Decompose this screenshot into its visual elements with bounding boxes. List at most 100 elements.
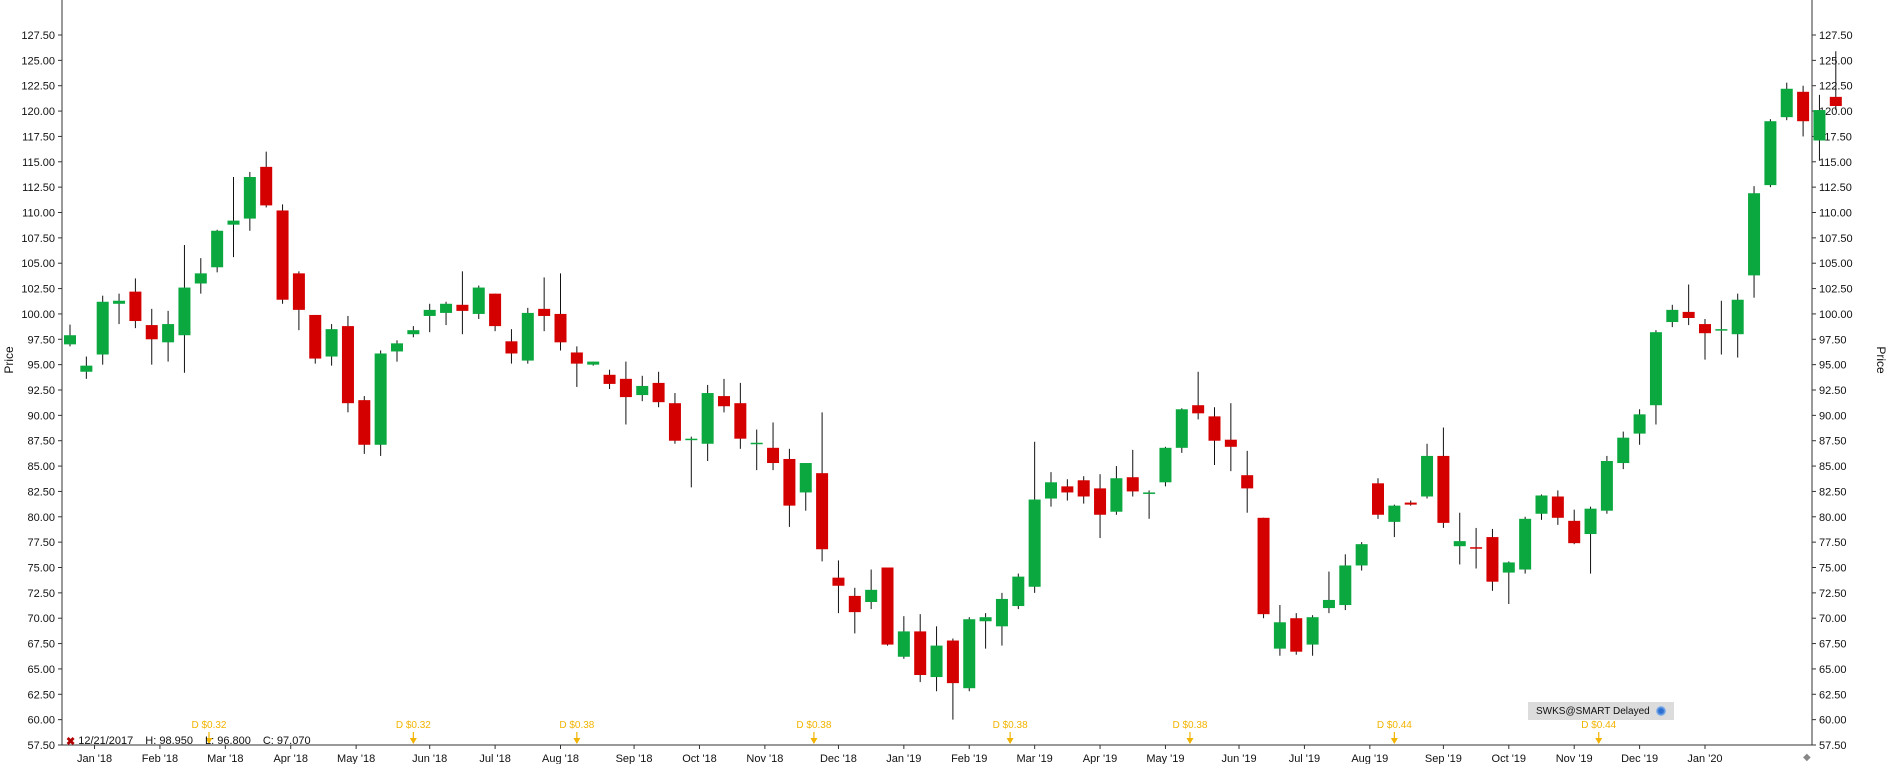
- candle-down[interactable]: [358, 400, 371, 445]
- candle-up[interactable]: [1731, 299, 1744, 335]
- candle-down[interactable]: [881, 567, 894, 645]
- candle-up[interactable]: [325, 329, 338, 357]
- candle-down[interactable]: [1797, 91, 1810, 122]
- candle-down[interactable]: [1568, 520, 1581, 544]
- candle-down[interactable]: [832, 577, 845, 586]
- candle-up[interactable]: [162, 324, 175, 343]
- candle-down[interactable]: [1192, 405, 1205, 414]
- candle-down[interactable]: [570, 352, 583, 364]
- candle-down[interactable]: [260, 166, 273, 206]
- candle-down[interactable]: [718, 396, 730, 407]
- candle-up[interactable]: [1584, 508, 1597, 535]
- candle-up[interactable]: [407, 330, 420, 335]
- candle-down[interactable]: [276, 210, 289, 300]
- candle-up[interactable]: [1633, 414, 1646, 434]
- candle-up[interactable]: [211, 230, 224, 268]
- candle-down[interactable]: [1208, 416, 1221, 441]
- candle-down[interactable]: [1077, 480, 1090, 497]
- candle-up[interactable]: [1306, 617, 1319, 645]
- candle-down[interactable]: [1699, 324, 1711, 334]
- candle-up[interactable]: [521, 312, 534, 361]
- candle-down[interactable]: [1486, 537, 1499, 582]
- candle-up[interactable]: [865, 589, 878, 602]
- candle-up[interactable]: [423, 309, 436, 316]
- candle-up[interactable]: [1028, 499, 1041, 587]
- candle-up[interactable]: [1502, 562, 1515, 573]
- candle-up[interactable]: [963, 619, 976, 689]
- candle-up[interactable]: [930, 645, 943, 678]
- candle-up[interactable]: [1780, 88, 1793, 118]
- candle-up[interactable]: [995, 598, 1008, 627]
- candle-up[interactable]: [1175, 409, 1188, 448]
- candle-down[interactable]: [848, 595, 861, 613]
- candle-up[interactable]: [96, 301, 109, 355]
- candle-down[interactable]: [309, 314, 322, 359]
- candle-down[interactable]: [668, 403, 681, 441]
- candle-up[interactable]: [472, 287, 485, 314]
- candle-down[interactable]: [292, 273, 305, 310]
- expand-icon[interactable]: ◆: [1803, 752, 1811, 763]
- candle-up[interactable]: [1045, 482, 1057, 499]
- candle-up[interactable]: [979, 617, 992, 622]
- candle-up[interactable]: [64, 335, 76, 345]
- candle-up[interactable]: [374, 353, 387, 445]
- candle-up[interactable]: [178, 287, 191, 336]
- candle-down[interactable]: [1682, 311, 1695, 318]
- candle-down[interactable]: [1437, 455, 1450, 523]
- close-icon[interactable]: ✖: [66, 735, 76, 748]
- candle-down[interactable]: [1404, 502, 1417, 505]
- candle-up[interactable]: [80, 365, 93, 372]
- candle-down[interactable]: [1094, 488, 1107, 515]
- candle-up[interactable]: [897, 631, 910, 657]
- candle-down[interactable]: [145, 325, 158, 340]
- candle-up[interactable]: [587, 361, 600, 365]
- candle-up[interactable]: [799, 463, 812, 493]
- candle-up[interactable]: [1715, 329, 1728, 331]
- candle-down[interactable]: [489, 293, 502, 327]
- candle-down[interactable]: [1061, 486, 1074, 493]
- candle-down[interactable]: [816, 473, 829, 550]
- candle-up[interactable]: [1110, 478, 1123, 512]
- candle-up[interactable]: [685, 438, 698, 441]
- candle-down[interactable]: [341, 326, 354, 404]
- candle-up[interactable]: [1159, 447, 1172, 483]
- candle-up[interactable]: [1355, 544, 1368, 566]
- candle-down[interactable]: [914, 631, 927, 676]
- candle-up[interactable]: [1748, 193, 1761, 276]
- candle-down[interactable]: [1126, 477, 1139, 492]
- candle-down[interactable]: [1829, 96, 1842, 106]
- candle-up[interactable]: [1813, 110, 1826, 141]
- candle-up[interactable]: [1617, 437, 1630, 464]
- candle-up[interactable]: [1649, 332, 1662, 406]
- candle-up[interactable]: [1666, 309, 1679, 323]
- settings-icon[interactable]: [1655, 706, 1666, 716]
- candle-down[interactable]: [129, 291, 142, 322]
- candle-up[interactable]: [194, 273, 207, 284]
- candle-up[interactable]: [227, 220, 240, 225]
- candle-up[interactable]: [1764, 121, 1777, 186]
- candle-down[interactable]: [456, 304, 469, 311]
- candle-down[interactable]: [505, 341, 518, 354]
- candle-up[interactable]: [701, 393, 714, 444]
- candle-up[interactable]: [391, 343, 403, 352]
- candle-down[interactable]: [619, 378, 632, 398]
- candle-up[interactable]: [1535, 495, 1548, 514]
- candle-down[interactable]: [783, 458, 796, 506]
- candle-up[interactable]: [1519, 518, 1532, 570]
- candle-down[interactable]: [767, 447, 780, 464]
- candle-down[interactable]: [946, 640, 959, 684]
- candle-up[interactable]: [1388, 505, 1401, 522]
- candle-down[interactable]: [538, 308, 551, 316]
- candle-down[interactable]: [1257, 517, 1270, 615]
- candle-down[interactable]: [1372, 483, 1384, 515]
- candle-up[interactable]: [1339, 565, 1352, 606]
- candle-up[interactable]: [1143, 492, 1156, 494]
- candle-down[interactable]: [1290, 618, 1303, 652]
- candle-up[interactable]: [1453, 541, 1466, 547]
- candle-up[interactable]: [1273, 622, 1286, 649]
- candle-up[interactable]: [1600, 461, 1613, 511]
- candle-down[interactable]: [1224, 439, 1237, 447]
- candle-up[interactable]: [636, 385, 649, 396]
- candle-up[interactable]: [1421, 455, 1434, 497]
